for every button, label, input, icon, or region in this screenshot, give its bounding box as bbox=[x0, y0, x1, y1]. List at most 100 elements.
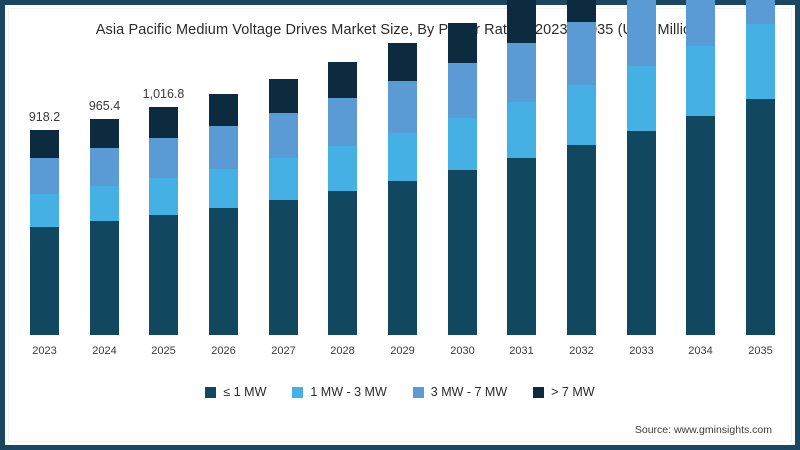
legend-item[interactable]: ≤ 1 MW bbox=[205, 385, 266, 399]
bar-group: 2032 bbox=[567, 0, 596, 357]
bar-segment bbox=[269, 113, 298, 158]
bar-segment bbox=[30, 130, 59, 158]
bar-stack bbox=[627, 0, 656, 335]
bar-group: 2035 bbox=[746, 0, 775, 357]
bar-segment bbox=[269, 200, 298, 335]
x-axis-tick-label: 2035 bbox=[748, 345, 773, 357]
legend-item[interactable]: > 7 MW bbox=[533, 385, 595, 399]
bar-segment bbox=[686, 46, 715, 116]
bar-stack bbox=[328, 62, 357, 335]
bar-segment bbox=[209, 126, 238, 169]
legend-item[interactable]: 1 MW - 3 MW bbox=[292, 385, 387, 399]
legend-swatch-icon bbox=[292, 386, 304, 398]
legend-swatch-icon bbox=[205, 386, 217, 398]
chart-legend: ≤ 1 MW 1 MW - 3 MW 3 MW - 7 MW > 7 MW bbox=[0, 385, 800, 399]
bar-segment bbox=[209, 208, 238, 335]
legend-label: 3 MW - 7 MW bbox=[430, 385, 508, 399]
bar-segment bbox=[90, 186, 119, 221]
bar-segment bbox=[30, 227, 59, 335]
bar-stack bbox=[746, 0, 775, 335]
bar-stack bbox=[269, 79, 298, 335]
bar-stack bbox=[686, 0, 715, 335]
bar-group: 2033 bbox=[627, 0, 656, 357]
bar-group: 1,016.8 2025 bbox=[143, 87, 185, 357]
plot-area: 918.2 2023 965.4 2024 1,016.8 2025 2026 2027 202… bbox=[29, 0, 775, 357]
x-axis-tick-label: 2026 bbox=[211, 345, 236, 357]
bar-stack bbox=[30, 130, 59, 335]
bar-group: 2028 bbox=[328, 62, 357, 357]
bar-group: 2034 bbox=[686, 0, 715, 357]
legend-item[interactable]: 3 MW - 7 MW bbox=[412, 385, 508, 399]
bar-segment bbox=[448, 63, 477, 118]
x-axis-tick-label: 2028 bbox=[330, 345, 355, 357]
x-axis-tick-label: 2032 bbox=[569, 345, 594, 357]
bar-segment bbox=[746, 99, 775, 335]
bar-group: 2029 bbox=[388, 43, 417, 357]
legend-label: 1 MW - 3 MW bbox=[310, 385, 387, 399]
x-axis-tick-label: 2029 bbox=[390, 345, 415, 357]
bar-segment bbox=[30, 158, 59, 194]
bar-stack bbox=[209, 94, 238, 335]
x-axis-tick-label: 2031 bbox=[509, 345, 534, 357]
bar-segment bbox=[90, 148, 119, 186]
bar-segment bbox=[448, 118, 477, 170]
bar-segment bbox=[746, 24, 775, 99]
x-axis-tick-label: 2034 bbox=[688, 345, 713, 357]
bar-segment bbox=[507, 102, 536, 158]
bar-stack bbox=[448, 23, 477, 335]
bar-segment bbox=[567, 0, 596, 22]
bar-value-label: 918.2 bbox=[28, 110, 61, 124]
bar-value-label: 1,016.8 bbox=[142, 87, 185, 101]
bar-segment bbox=[507, 43, 536, 102]
bar-segment bbox=[507, 158, 536, 335]
bar-group: 918.2 2023 bbox=[29, 110, 60, 357]
bar-segment bbox=[269, 79, 298, 113]
bar-segment bbox=[388, 43, 417, 81]
bar-segment bbox=[507, 0, 536, 43]
bar-value-label: 965.4 bbox=[88, 99, 121, 113]
bar-segment bbox=[90, 221, 119, 335]
bar-segment bbox=[388, 133, 417, 181]
bar-segment bbox=[627, 131, 656, 335]
x-axis-tick-label: 2030 bbox=[450, 345, 475, 357]
legend-swatch-icon bbox=[412, 386, 424, 398]
x-axis-tick-label: 2024 bbox=[92, 345, 117, 357]
bar-segment bbox=[448, 23, 477, 63]
bar-stack bbox=[388, 43, 417, 335]
bar-stack bbox=[90, 119, 119, 335]
bar-segment bbox=[30, 194, 59, 227]
bar-segment bbox=[209, 169, 238, 208]
bar-segment bbox=[149, 138, 178, 178]
bar-segment bbox=[448, 170, 477, 335]
legend-label: > 7 MW bbox=[551, 385, 595, 399]
bar-segment bbox=[90, 119, 119, 148]
bar-group: 2027 bbox=[269, 79, 298, 357]
bar-group: 965.4 2024 bbox=[89, 99, 120, 357]
bar-stack bbox=[567, 0, 596, 335]
bar-group: 2031 bbox=[507, 0, 536, 357]
bar-segment bbox=[627, 0, 656, 66]
x-axis-tick-label: 2025 bbox=[151, 345, 176, 357]
source-text: Source: www.gminsights.com bbox=[634, 424, 772, 436]
x-axis-tick-label: 2033 bbox=[629, 345, 654, 357]
bar-segment bbox=[567, 85, 596, 145]
bar-segment bbox=[388, 181, 417, 335]
bar-segment bbox=[627, 66, 656, 131]
bar-group: 2030 bbox=[448, 23, 477, 357]
bar-segment bbox=[686, 116, 715, 335]
bar-segment bbox=[149, 107, 178, 138]
bar-segment bbox=[328, 191, 357, 335]
bar-stack bbox=[507, 0, 536, 335]
bar-segment bbox=[149, 178, 178, 215]
bar-segment bbox=[328, 146, 357, 191]
x-axis-tick-label: 2027 bbox=[271, 345, 296, 357]
bar-segment bbox=[388, 81, 417, 133]
bar-segment bbox=[328, 98, 357, 146]
chart-title: Asia Pacific Medium Voltage Drives Marke… bbox=[95, 22, 705, 38]
bar-segment bbox=[567, 145, 596, 335]
legend-label: ≤ 1 MW bbox=[223, 385, 267, 399]
bar-group: 2026 bbox=[209, 94, 238, 357]
bar-segment bbox=[149, 215, 178, 335]
bar-segment bbox=[269, 158, 298, 200]
